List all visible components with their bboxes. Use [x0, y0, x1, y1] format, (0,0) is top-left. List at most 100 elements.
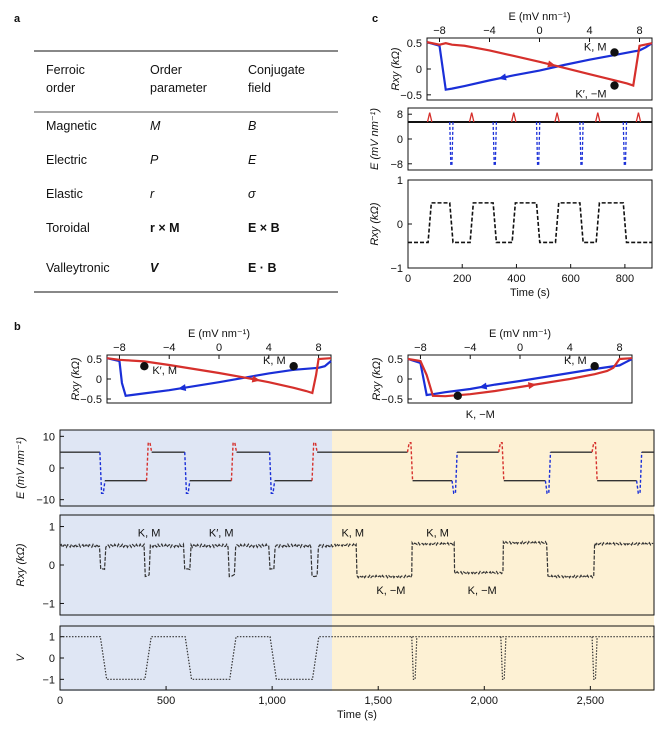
x-tick-label: 0	[57, 695, 63, 707]
table-cell: P	[150, 153, 159, 167]
x-tick-label: 500	[157, 695, 175, 707]
x-tick-label: 600	[561, 273, 579, 285]
direction-arrow	[177, 384, 187, 392]
table-cell: Toroidal	[46, 221, 90, 235]
plot-frame	[407, 179, 653, 269]
panel-label-a: a	[14, 13, 21, 25]
series-line-sweep-down	[426, 41, 653, 91]
state-annotation: K, M	[426, 527, 449, 539]
state-label: K, M	[584, 41, 607, 53]
table-cell: M	[150, 119, 161, 133]
x-tick-label: 4	[266, 342, 272, 354]
E-red-spike	[426, 112, 433, 123]
panel-label-c: c	[372, 13, 378, 25]
table-cell: E × B	[248, 221, 280, 235]
y-axis-label: V	[15, 653, 27, 662]
y-axis-label: Rxy (kΩ)	[369, 202, 381, 246]
plot-frame	[407, 107, 653, 171]
y-tick-label: −0.5	[381, 394, 403, 406]
y-tick-label: −10	[36, 495, 55, 507]
x-tick-label: 400	[507, 273, 525, 285]
y-tick-label: −1	[42, 598, 55, 610]
table-header-cell: parameter	[150, 81, 207, 95]
E-blue-spike	[492, 121, 498, 167]
table-header-cell: order	[46, 81, 75, 95]
x-tick-label: 1,000	[258, 695, 286, 707]
state-marker	[453, 391, 462, 400]
x-tick-label: −4	[464, 342, 477, 354]
state-annotation: K, −M	[468, 585, 497, 597]
x-axis-label: Time (s)	[337, 709, 377, 721]
x-tick-label: −8	[433, 25, 446, 37]
chart-c-loop: 0.5 0 −0.5 −8 −4 0 4 8 E (mV nm⁻¹) Rxy (kΩ) K, M K′…	[390, 11, 653, 102]
state-marker	[610, 48, 619, 57]
x-axis-label: E (mV nm⁻¹)	[188, 328, 250, 340]
direction-arrow	[498, 73, 507, 81]
state-label: K, M	[263, 355, 286, 367]
E-blue-spike	[535, 121, 541, 167]
x-axis-label: E (mV nm⁻¹)	[508, 11, 570, 23]
y-tick-label: 0	[397, 219, 403, 231]
direction-arrow	[251, 375, 261, 383]
chart-b-time-E: 10 0 −10 E (mV nm⁻¹)	[15, 429, 655, 507]
E-pulse	[451, 452, 458, 495]
x-tick-label: 1,500	[364, 695, 392, 707]
y-axis-label: E (mV nm⁻¹)	[369, 108, 381, 170]
E-pulse	[184, 452, 191, 495]
table-cell: Elastic	[46, 187, 83, 201]
direction-arrow	[478, 382, 488, 390]
y-tick-label: −1	[390, 263, 403, 275]
panel-label-b: b	[14, 321, 21, 333]
x-tick-label: 800	[616, 273, 634, 285]
x-tick-label: −8	[113, 342, 126, 354]
x-tick-label: 4	[586, 25, 592, 37]
state-label: K′, M	[152, 365, 177, 377]
y-tick-label: 1	[49, 522, 55, 534]
table-cell: E · B	[248, 261, 276, 275]
state-marker	[590, 362, 599, 371]
y-tick-label: −8	[390, 159, 403, 171]
y-axis-label: E (mV nm⁻¹)	[15, 437, 27, 499]
table-cell: σ	[248, 187, 256, 201]
state-marker	[140, 362, 149, 371]
E-blue-spike	[622, 121, 628, 167]
table-cell: Electric	[46, 153, 87, 167]
plot-frame	[426, 37, 653, 101]
table-cell: E	[248, 153, 257, 167]
chart-c-time-E: 8 0 −8 E (mV nm⁻¹)	[369, 107, 653, 171]
x-tick-label: 200	[453, 273, 471, 285]
y-tick-label: 0	[397, 374, 403, 386]
table-cell: r × M	[150, 221, 180, 235]
x-axis-label: E (mV nm⁻¹)	[489, 328, 551, 340]
chart-b-time-Rxy: 1 0 −1 Rxy (kΩ) K, M K′, M K, M K, M K, −M K, −M	[15, 514, 655, 616]
E-red-spike	[468, 112, 475, 123]
y-axis-label: Rxy (kΩ)	[15, 543, 27, 587]
y-tick-label: 0	[416, 64, 422, 76]
y-tick-label: 10	[43, 431, 55, 443]
x-tick-label: 0	[517, 342, 523, 354]
y-tick-label: 0	[96, 374, 102, 386]
E-blue-spike	[449, 121, 454, 167]
y-tick-label: 0.5	[87, 354, 102, 366]
direction-arrow	[527, 382, 537, 390]
chart-b-loop-left: 0.5 0 −0.5 −8 −4 0 4 8 E (mV nm⁻¹) Rxy (kΩ) K′, M K…	[70, 328, 332, 406]
y-tick-label: 1	[397, 175, 403, 187]
state-label: K, M	[564, 355, 587, 367]
x-tick-label: 0	[536, 25, 542, 37]
x-tick-label: 8	[315, 342, 321, 354]
x-tick-label: 0	[216, 342, 222, 354]
state-annotation: K, M	[138, 527, 161, 539]
y-tick-label: 0	[49, 560, 55, 572]
E-pulse	[99, 452, 106, 495]
x-tick-label: 4	[567, 342, 573, 354]
y-tick-label: −0.5	[400, 90, 422, 102]
y-tick-label: 8	[397, 109, 403, 121]
E-blue-spike	[579, 121, 584, 167]
state-annotation: K′, M	[209, 527, 234, 539]
E-pulse	[268, 452, 276, 495]
table-cell: V	[150, 261, 160, 275]
x-tick-label: 8	[616, 342, 622, 354]
